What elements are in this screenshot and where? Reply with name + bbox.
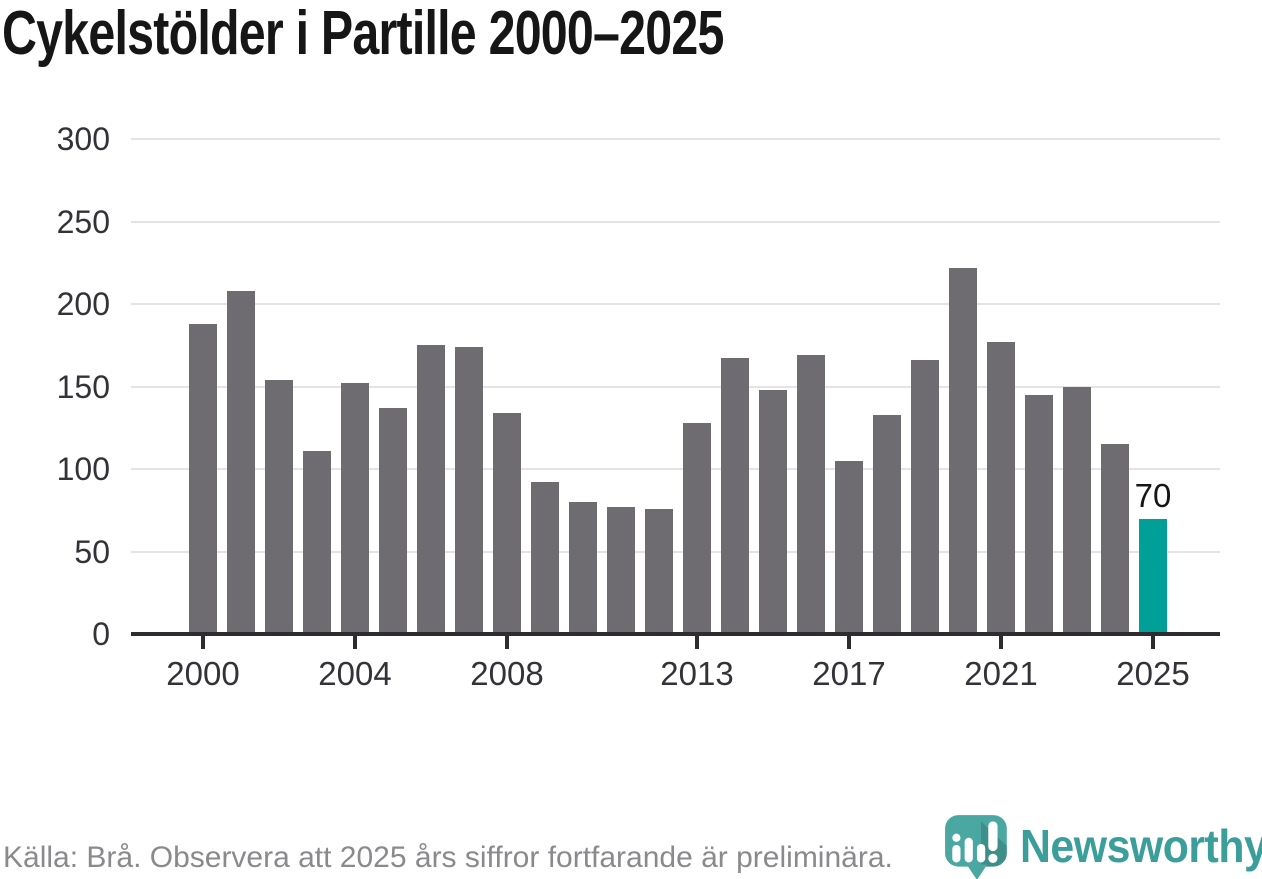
- y-axis-label-150: 150: [56, 368, 110, 405]
- bar-2000: [189, 323, 217, 634]
- bar-chart-map-pin-icon: [945, 815, 1007, 879]
- x-axis-tick-2021: [999, 636, 1003, 649]
- bar-2005: [379, 407, 407, 634]
- bar-2006: [417, 345, 445, 634]
- x-axis-tick-2025: [1151, 636, 1155, 649]
- x-axis-line: [131, 632, 1220, 636]
- y-axis-label-300: 300: [56, 121, 110, 157]
- y-axis-label-100: 100: [56, 451, 110, 487]
- bar-2008: [493, 412, 521, 634]
- gridline-150: [131, 385, 1220, 388]
- bar-2017: [835, 460, 863, 634]
- y-axis-label-0: 0: [92, 616, 110, 652]
- y-axis-label-50: 50: [74, 533, 110, 570]
- y-axis-label-250: 250: [56, 203, 110, 240]
- bar-2018: [873, 414, 901, 634]
- bar-2002: [265, 379, 293, 634]
- bar-2023: [1063, 386, 1091, 634]
- x-axis-label-2025: 2025: [1116, 655, 1190, 692]
- bar-2014: [721, 358, 749, 634]
- bar-2024: [1101, 444, 1129, 634]
- gridline-300: [131, 138, 1220, 140]
- x-axis-tick-2017: [847, 636, 851, 649]
- chart-title: Cykelstölder i Partille 2000–2025: [2, 0, 724, 68]
- y-axis-label-200: 200: [56, 286, 110, 322]
- bar-2010: [569, 502, 597, 634]
- bar-2016: [797, 355, 825, 634]
- bar-2009: [531, 482, 559, 634]
- bar-2012: [645, 508, 673, 634]
- x-axis-label-2000: 2000: [166, 655, 240, 692]
- bar-2004: [341, 383, 369, 634]
- bar-2011: [607, 506, 635, 634]
- gridline-50: [131, 550, 1220, 553]
- gridline-250: [131, 220, 1220, 223]
- bar-2019: [911, 360, 939, 634]
- bar-2003: [303, 450, 331, 634]
- newsworthy-branding: Newsworthy: [942, 812, 1262, 879]
- x-axis-tick-2000: [201, 636, 205, 649]
- x-axis-tick-2004: [353, 636, 357, 649]
- source-note: Källa: Brå. Observera att 2025 års siffr…: [3, 841, 893, 874]
- x-axis-tick-2008: [505, 636, 509, 649]
- bar-2007: [455, 346, 483, 634]
- x-axis-label-2013: 2013: [660, 655, 734, 692]
- newsworthy-logo-text: Newsworthy: [1020, 820, 1262, 872]
- gridline-200: [131, 303, 1220, 305]
- highlight-value-text: 70: [1131, 476, 1175, 514]
- value-label-2025: 70: [1108, 476, 1198, 515]
- x-axis-label-2004: 2004: [318, 655, 392, 692]
- x-axis-label-2008: 2008: [470, 655, 544, 692]
- bar-2001: [227, 290, 255, 634]
- bar-2013: [683, 422, 711, 634]
- bar-2020: [949, 267, 977, 634]
- x-axis-tick-2013: [695, 636, 699, 649]
- x-axis-label-2021: 2021: [964, 655, 1038, 692]
- gridline-100: [131, 468, 1220, 470]
- bar-2022: [1025, 394, 1053, 634]
- bar-2015: [759, 389, 787, 634]
- bar-2025: [1139, 518, 1167, 634]
- x-axis-label-2017: 2017: [812, 655, 886, 692]
- bar-2021: [987, 341, 1015, 634]
